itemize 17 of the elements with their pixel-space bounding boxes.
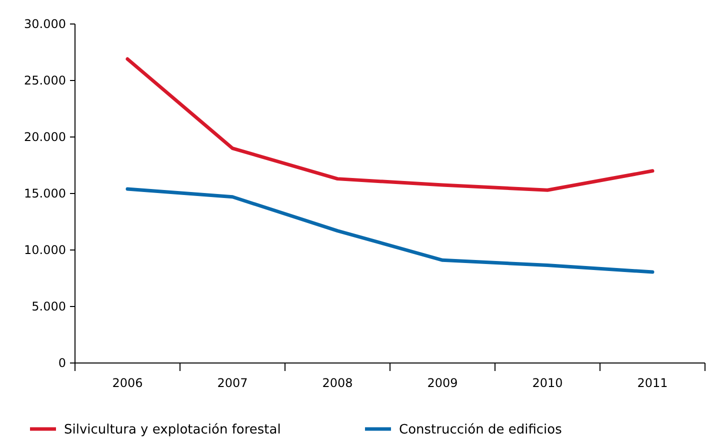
y-tick-label: 10.000	[24, 243, 66, 258]
legend-label: Construcción de edificios	[399, 422, 562, 438]
y-tick-label: 5.000	[32, 300, 66, 314]
x-tick-label: 2008	[322, 376, 353, 390]
legend-label: Silvicultura y explotación forestal	[64, 422, 281, 438]
line-series	[126, 187, 654, 274]
y-tick-label: 20.000	[24, 130, 66, 144]
x-tick-label: 2010	[532, 376, 563, 390]
y-tick-label: 30.000	[24, 17, 66, 32]
x-tick-label: 2007	[217, 376, 248, 390]
y-tick-label: 25.000	[24, 74, 66, 88]
x-tick-label: 2006	[112, 376, 143, 390]
x-tick-label: 2009	[427, 376, 458, 390]
y-tick-label: 15.000	[24, 186, 66, 201]
line-series	[126, 57, 654, 192]
x-tick-label: 2011	[637, 376, 668, 390]
y-tick-label: 0	[58, 356, 66, 370]
